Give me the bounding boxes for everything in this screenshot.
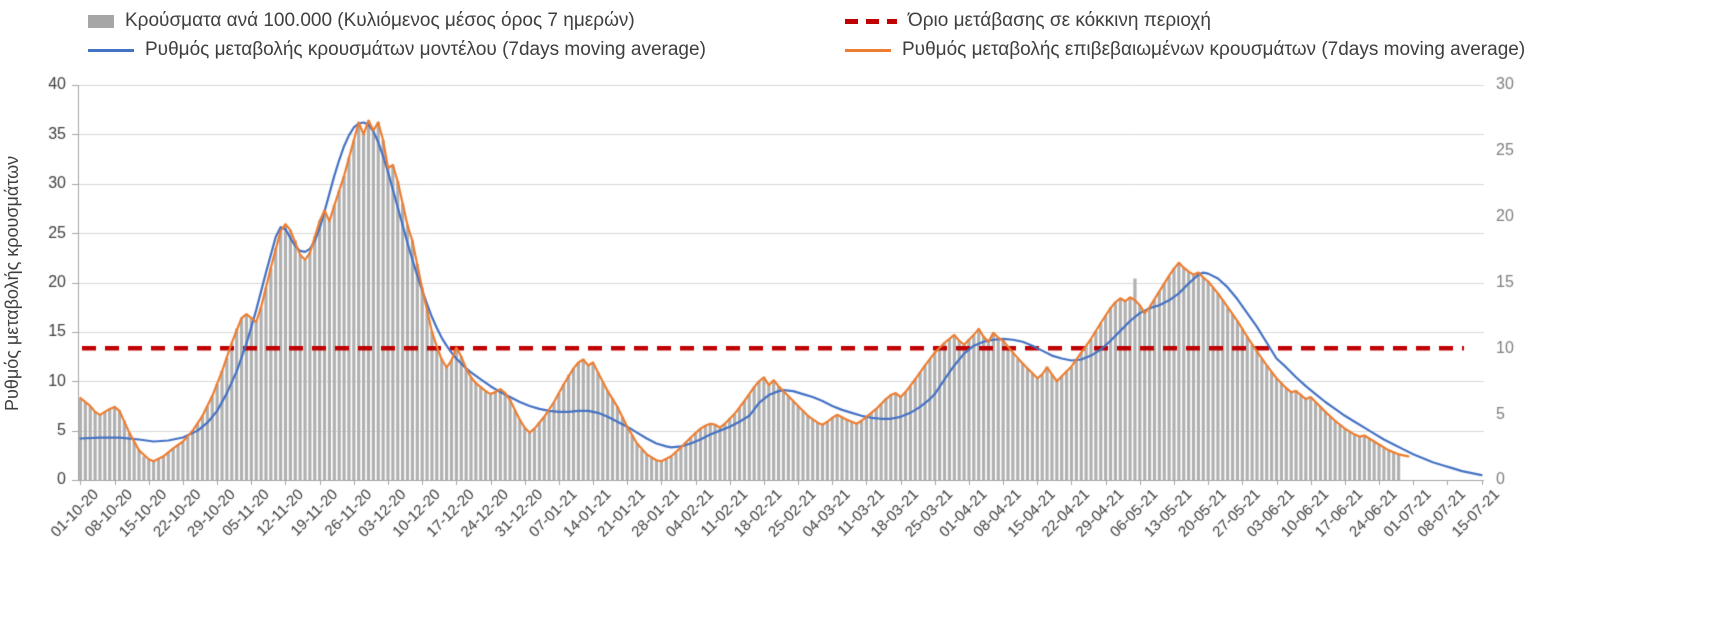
legend-item-model-rate: Ρυθμός μεταβολής κρουσμάτων μοντέλου (7d… bbox=[88, 39, 706, 61]
legend-label-confirmed-rate: Ρυθμός μεταβολής επιβεβαιωμένων κρουσμάτ… bbox=[902, 39, 1526, 60]
confirmed-line-swatch bbox=[845, 48, 891, 52]
legend-label-cases-per-100k: Κρούσματα ανά 100.000 (Κυλιόμενος μέσος … bbox=[125, 10, 635, 31]
left-axis-title: Ρυθμός μεταβολής κρουσμάτων bbox=[2, 155, 22, 411]
bar-series-swatch bbox=[88, 14, 114, 28]
legend-item-threshold: Όριο μετάβασης σε κόκκινη περιοχή bbox=[845, 10, 1211, 32]
legend-label-threshold: Όριο μετάβασης σε κόκκινη περιοχή bbox=[908, 10, 1211, 31]
model-line-swatch bbox=[88, 48, 134, 52]
chart-legend: Κρούσματα ανά 100.000 (Κυλιόμενος μέσος … bbox=[0, 0, 1712, 70]
legend-item-confirmed-rate: Ρυθμός μεταβολής επιβεβαιωμένων κρουσμάτ… bbox=[845, 39, 1525, 61]
legend-item-cases-per-100k: Κρούσματα ανά 100.000 (Κυλιόμενος μέσος … bbox=[88, 10, 635, 32]
threshold-line-swatch bbox=[845, 18, 897, 24]
legend-label-model-rate: Ρυθμός μεταβολής κρουσμάτων μοντέλου (7d… bbox=[145, 39, 706, 60]
